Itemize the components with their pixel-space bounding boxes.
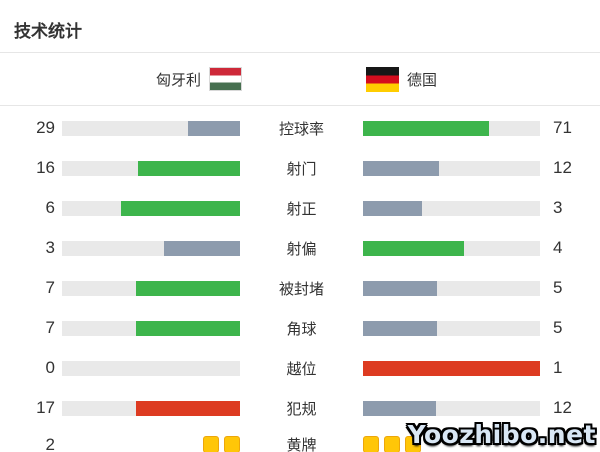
home-value: 16 bbox=[36, 158, 55, 177]
home-bar-fill bbox=[188, 120, 240, 136]
stat-row: 7 被封堵 5 bbox=[0, 268, 600, 308]
home-bar-fill bbox=[138, 160, 240, 176]
team-away-name: 德国 bbox=[407, 71, 438, 89]
stat-label: 射偏 bbox=[286, 240, 317, 258]
away-bar bbox=[363, 360, 540, 376]
home-value: 7 bbox=[45, 278, 55, 297]
home-bar bbox=[62, 280, 240, 296]
yellow-card-icon bbox=[405, 436, 421, 452]
away-bar bbox=[363, 400, 540, 416]
divider-top bbox=[0, 52, 600, 53]
home-bar bbox=[62, 436, 240, 452]
home-bar-fill bbox=[163, 240, 240, 256]
hungary-flag-icon bbox=[209, 67, 242, 91]
home-value: 29 bbox=[36, 118, 55, 137]
home-bar bbox=[62, 160, 240, 176]
home-bar-fill bbox=[121, 200, 240, 216]
yellow-card-icon bbox=[363, 436, 379, 452]
stat-label: 被封堵 bbox=[278, 280, 324, 298]
stats-rows: 29 控球率 71 16 射门 12 6 射正 3 3 射偏 4 7 被封堵 5… bbox=[0, 106, 600, 452]
germany-flag-icon bbox=[366, 66, 399, 92]
home-bar bbox=[62, 120, 240, 136]
home-bar-fill bbox=[136, 320, 240, 336]
away-bar-fill bbox=[363, 280, 437, 296]
stat-label: 黄牌 bbox=[286, 437, 317, 452]
away-value: 5 bbox=[553, 278, 563, 297]
yellow-card-icon bbox=[384, 436, 400, 452]
away-bar bbox=[363, 240, 540, 256]
yellow-card-icon bbox=[203, 436, 219, 452]
home-value: 2 bbox=[45, 434, 55, 452]
away-bar bbox=[363, 280, 540, 296]
stat-label: 越位 bbox=[286, 360, 317, 378]
away-value: 71 bbox=[553, 118, 572, 137]
away-value: 12 bbox=[553, 398, 572, 417]
home-bar bbox=[62, 240, 240, 256]
away-bar-fill bbox=[363, 320, 437, 336]
yellow-card-icon bbox=[224, 436, 240, 452]
home-bar-fill bbox=[136, 280, 240, 296]
watermark: Yoozhibo.net bbox=[407, 420, 596, 449]
stat-row: 3 射偏 4 bbox=[0, 228, 600, 268]
away-bar-fill bbox=[363, 200, 422, 216]
home-bar bbox=[62, 400, 240, 416]
away-bar bbox=[363, 120, 540, 136]
panel-title: 技术统计 bbox=[14, 22, 82, 41]
away-bar-fill bbox=[363, 240, 465, 256]
stat-label: 控球率 bbox=[278, 120, 324, 138]
away-value: 3 bbox=[553, 198, 563, 217]
away-value: 4 bbox=[553, 238, 563, 257]
stat-row: 7 角球 5 bbox=[0, 308, 600, 348]
divider-header bbox=[0, 105, 600, 106]
home-value: 3 bbox=[45, 238, 55, 257]
home-bar bbox=[62, 360, 240, 376]
stat-row: 6 射正 3 bbox=[0, 188, 600, 228]
stat-label: 角球 bbox=[286, 320, 317, 338]
home-value: 6 bbox=[45, 198, 55, 217]
home-value: 0 bbox=[45, 358, 55, 377]
home-bar-fill bbox=[135, 400, 240, 416]
away-bar bbox=[363, 436, 540, 452]
team-away: 德国 bbox=[300, 66, 600, 92]
home-bar bbox=[62, 320, 240, 336]
away-bar-fill bbox=[363, 120, 489, 136]
away-value: 1 bbox=[553, 358, 563, 377]
home-value: 7 bbox=[45, 318, 55, 337]
stat-label: 犯规 bbox=[286, 400, 317, 418]
stat-row: 17 犯规 12 bbox=[0, 388, 600, 428]
stat-row: 16 射门 12 bbox=[0, 148, 600, 188]
stat-label: 射正 bbox=[286, 200, 317, 218]
home-bar bbox=[62, 200, 240, 216]
away-bar-fill bbox=[363, 400, 437, 416]
team-home-name: 匈牙利 bbox=[155, 71, 201, 89]
away-bar bbox=[363, 320, 540, 336]
stat-row: 0 越位 1 bbox=[0, 348, 600, 388]
away-bar-fill bbox=[363, 160, 439, 176]
away-bar bbox=[363, 200, 540, 216]
home-value: 17 bbox=[36, 398, 55, 417]
team-home: 匈牙利 bbox=[0, 67, 300, 91]
away-bar-fill bbox=[363, 360, 540, 376]
team-header: 匈牙利 德国 bbox=[0, 53, 600, 105]
stat-row: 29 控球率 71 bbox=[0, 108, 600, 148]
away-value: 12 bbox=[553, 158, 572, 177]
stat-row: 2 黄牌 bbox=[0, 428, 600, 452]
away-bar bbox=[363, 160, 540, 176]
away-value: 5 bbox=[553, 318, 563, 337]
stat-label: 射门 bbox=[286, 160, 317, 178]
